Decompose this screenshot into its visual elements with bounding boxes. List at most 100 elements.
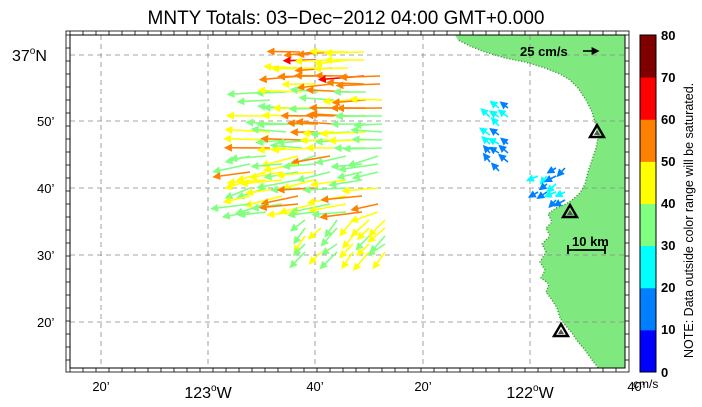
current-vector [319,251,338,270]
current-vector [488,146,500,155]
current-vector [262,163,299,173]
colorbar-segment [640,119,656,162]
y-tick-20: 20’ [37,315,54,330]
current-vector [480,108,491,118]
colorbar-tick: 60 [661,112,675,127]
current-vector [320,195,363,204]
colorbar-tick: 30 [661,238,675,253]
y-tick-40: 40’ [37,181,54,196]
x-tick-20a: 20’ [92,379,109,394]
current-vector [302,185,347,194]
current-vector [339,243,354,259]
current-vector [256,120,303,129]
current-vector [525,174,539,182]
current-vector [330,162,363,171]
current-vector [271,64,317,73]
current-vector [339,219,354,237]
current-vector [287,210,315,219]
current-vector [295,117,335,126]
current-vector [289,219,306,232]
current-vector [482,152,491,163]
current-vector [487,138,500,146]
current-vector [554,189,566,198]
current-vector [498,144,509,154]
colorbar-tick: 40 [661,196,675,211]
current-vector [355,235,370,251]
current-vector [311,210,347,219]
current-vector [237,210,267,219]
map-title: MNTY Totals: 03−Dec−2012 04:00 GMT+0.000 [148,8,545,29]
current-vector [367,243,386,256]
colorbar [640,35,656,373]
colorbar-segment [640,245,656,289]
current-vector [236,97,271,106]
colorbar-segment [640,161,656,204]
land-area [455,35,625,368]
y-tick-37n: 37oN [12,46,47,65]
scale-bar-label: 10 km [572,234,609,249]
colorbar-tick: 50 [661,154,675,169]
current-vector [320,227,338,247]
current-vector [319,129,367,138]
current-vector [256,179,299,191]
current-vector [222,195,251,205]
current-vector [498,153,509,163]
map-frame [69,34,626,369]
current-vector [308,203,347,214]
x-tick-40b: 40’ [627,379,644,394]
colorbar-tick: 10 [661,322,675,337]
current-vector [319,211,363,221]
current-vector [353,121,383,130]
current-vector [250,125,287,134]
current-vector [337,163,379,173]
current-vector [372,251,386,270]
current-vector [335,81,381,90]
colorbar-note: NOTE: Data outside color range will be s… [682,83,696,358]
scale-bar [567,245,606,254]
current-vector [341,186,379,195]
current-vector [546,166,557,174]
current-vector [266,47,301,56]
colorbar-segment [640,35,656,78]
current-vectors [210,47,566,271]
current-vector [229,154,267,163]
current-vector [367,227,386,243]
current-vector [314,155,347,166]
y-tick-50: 50’ [37,114,54,129]
current-vector [349,95,383,104]
current-vector [239,179,283,188]
current-vector [543,190,557,198]
colorbar-tick: 80 [661,28,675,43]
colorbar-tick: 0 [661,365,668,380]
x-tick-122w: 122oW [506,383,554,402]
current-vector [275,171,315,179]
site-north [587,122,607,139]
current-vector [553,199,566,207]
coastline [457,39,600,368]
x-axis-labels: 20’ 123oW 40’ 20’ 122oW 40’ [92,379,644,402]
colorbar-unit-label: cm/s [633,377,658,391]
x-tick-123w: 123oW [184,383,232,402]
colorbar-segment [640,203,656,247]
x-tick-40a: 40’ [306,379,323,394]
current-vector [352,251,370,271]
current-vector [328,179,363,188]
current-vector [347,155,379,168]
current-vector [320,243,338,255]
current-vector [224,125,271,134]
current-vector [497,109,509,118]
current-vector [292,243,306,257]
current-vector [350,126,383,135]
current-vector [500,137,509,146]
current-vector [342,144,383,153]
colorbar-segment [640,329,656,373]
site-mid [560,202,580,219]
current-vector [543,174,557,183]
current-vector [349,211,379,223]
current-vector [313,64,349,73]
site-south [551,321,571,338]
colorbar-tick: 20 [661,280,675,295]
current-vector [307,227,322,240]
current-vector [325,78,365,87]
colorbar-tick-labels: 80 70 60 50 40 30 20 10 0 [661,28,675,380]
